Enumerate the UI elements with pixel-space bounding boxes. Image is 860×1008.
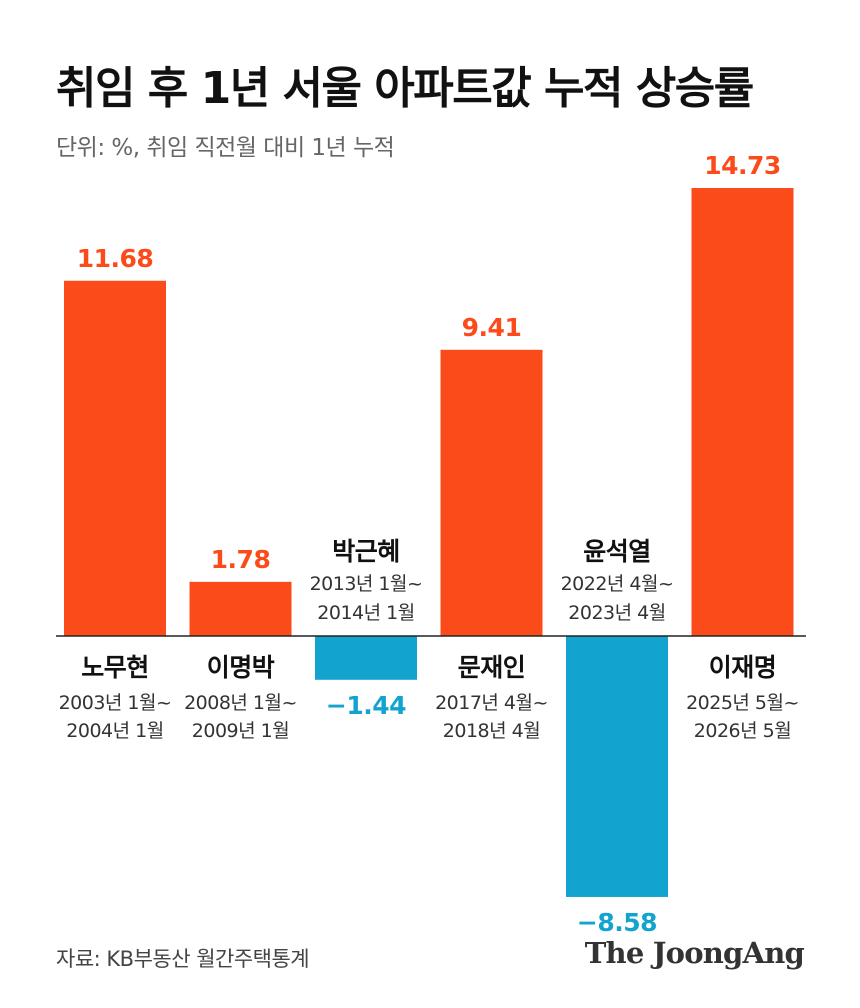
category-label-3: 박근혜: [332, 537, 400, 566]
bar-4: [440, 349, 543, 636]
brand-logo: The JoongAng: [584, 936, 805, 970]
chart-title: 취임 후 1년 서울 아파트값 누적 상승률: [56, 63, 754, 114]
bar-2: [189, 581, 292, 636]
period-start-4: 2017년 4월~: [435, 692, 548, 714]
period-end-2: 2009년 1월: [192, 720, 289, 742]
source-note: 자료: KB부동산 월간주택통계: [56, 947, 310, 971]
value-label-1: 11.68: [77, 244, 154, 273]
bar-5: [566, 636, 668, 897]
category-label-4: 문재인: [458, 653, 526, 682]
bar-1: [64, 280, 166, 636]
value-label-4: 9.41: [462, 313, 522, 342]
period-end-3: 2014년 1월: [317, 602, 414, 624]
category-label-2: 이명박: [207, 653, 275, 682]
period-start-6: 2025년 5월~: [686, 692, 799, 714]
chart-subtitle: 단위: %, 취임 직전월 대비 1년 누적: [56, 135, 395, 161]
period-end-1: 2004년 1월: [66, 720, 163, 742]
period-end-5: 2023년 4월: [568, 602, 665, 624]
value-label-2: 1.78: [211, 545, 271, 574]
period-start-5: 2022년 4월~: [561, 573, 674, 595]
period-start-1: 2003년 1월~: [59, 692, 172, 714]
period-end-4: 2018년 4월: [443, 720, 540, 742]
value-label-6: 14.73: [704, 151, 781, 180]
category-label-1: 노무현: [81, 653, 149, 682]
bar-3: [315, 636, 417, 680]
value-label-3: −1.44: [326, 691, 406, 720]
period-start-3: 2013년 1월~: [310, 573, 423, 595]
category-label-5: 윤석열: [583, 537, 651, 566]
period-start-2: 2008년 1월~: [184, 692, 297, 714]
bar-6: [691, 188, 794, 636]
category-label-6: 이재명: [709, 653, 777, 682]
period-end-6: 2026년 5월: [694, 720, 791, 742]
value-label-5: −8.58: [577, 908, 657, 937]
